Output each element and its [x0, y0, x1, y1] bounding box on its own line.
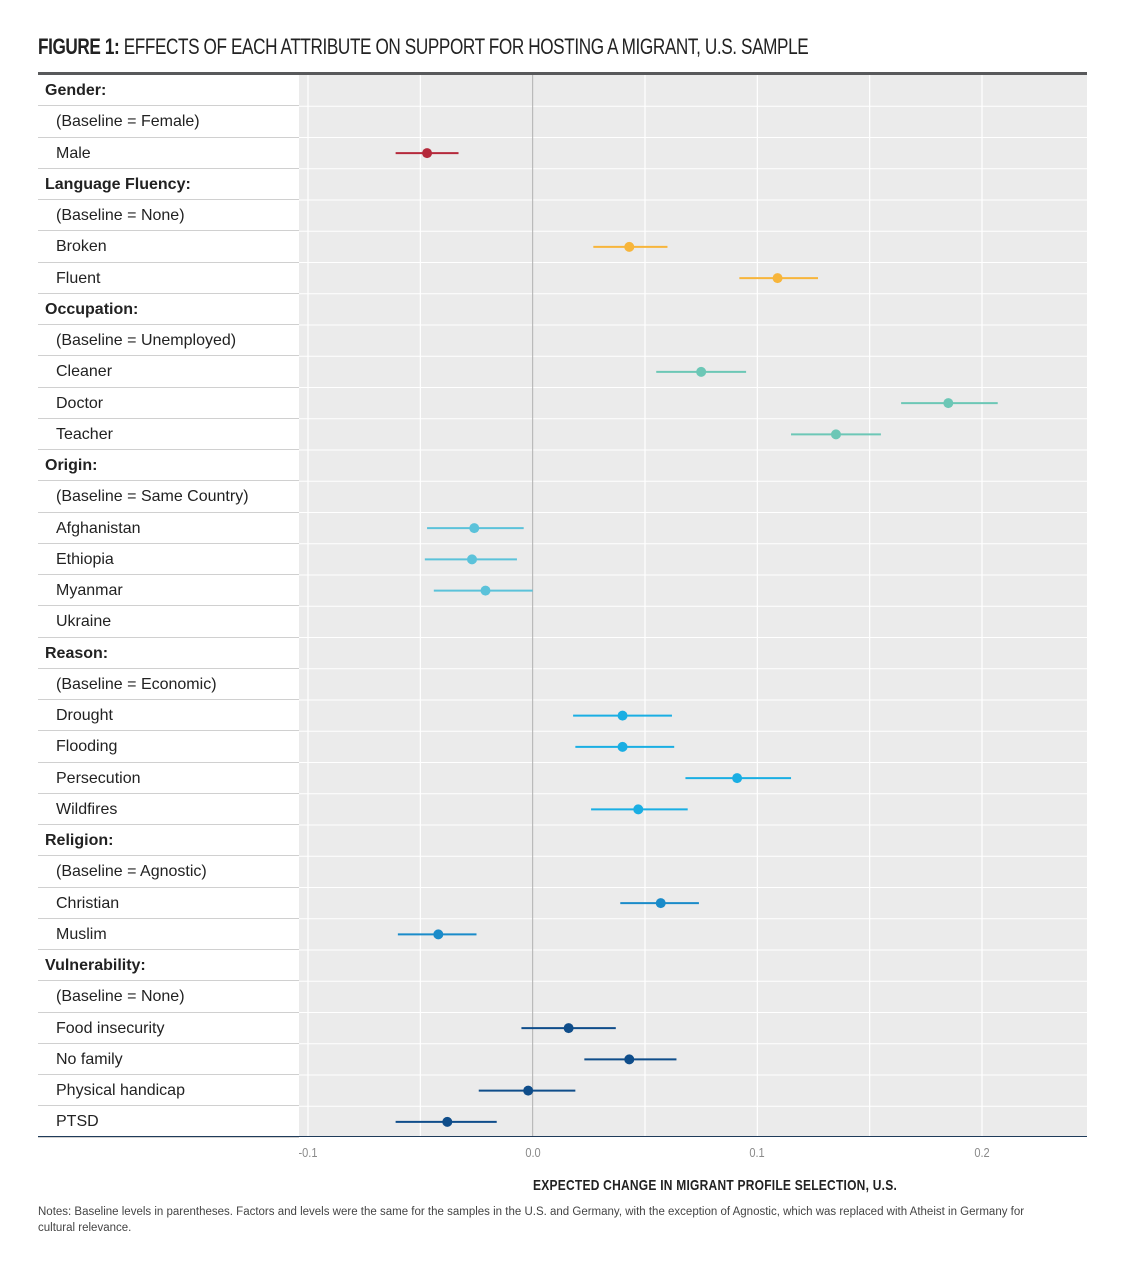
level-label: Teacher: [38, 419, 299, 450]
point-estimate: [523, 1085, 534, 1096]
level-label: Cleaner: [38, 356, 299, 388]
level-label: Ukraine: [38, 606, 299, 638]
point-estimate: [624, 1054, 635, 1065]
level-label: PTSD: [38, 1106, 299, 1138]
coefficient-plot: [299, 75, 1087, 1136]
level-label: No family: [38, 1044, 299, 1075]
point-estimate: [772, 273, 783, 284]
x-axis-line: [38, 1136, 1087, 1137]
level-label: (Baseline = None): [38, 200, 299, 232]
level-label: Physical handicap: [38, 1075, 299, 1107]
level-label: Persecution: [38, 763, 299, 794]
factor-heading: Gender:: [38, 75, 299, 107]
level-label: (Baseline = Unemployed): [38, 325, 299, 357]
level-label: (Baseline = Female): [38, 106, 299, 138]
level-label: Afghanistan: [38, 513, 299, 544]
figure-title-prefix: FIGURE 1:: [38, 34, 120, 59]
figure-title: FIGURE 1: EFFECTS OF EACH ATTRIBUTE ON S…: [38, 34, 809, 60]
point-estimate: [563, 1023, 574, 1034]
row-labels: Gender: (Baseline = Female) Male Language F…: [38, 75, 299, 1138]
point-estimate: [433, 929, 444, 940]
level-label: Broken: [38, 231, 299, 263]
level-label: Myanmar: [38, 575, 299, 607]
x-tick-labels: -0.1 0.0 0.1 0.2: [0, 1145, 1125, 1165]
point-estimate: [467, 554, 478, 565]
point-estimate: [633, 804, 644, 815]
point-estimate: [732, 773, 743, 784]
x-axis-label: EXPECTED CHANGE IN MIGRANT PROFILE SELEC…: [533, 1177, 898, 1194]
level-label: Flooding: [38, 731, 299, 763]
level-label: Doctor: [38, 388, 299, 419]
point-estimate: [480, 585, 491, 596]
notes: Notes: Baseline levels in parentheses. F…: [38, 1206, 1025, 1234]
level-label: (Baseline = Economic): [38, 669, 299, 700]
point-estimate: [655, 898, 666, 909]
point-estimate: [696, 366, 707, 377]
point-estimate: [943, 398, 954, 409]
point-estimate: [830, 429, 841, 440]
plot-background: [299, 75, 1087, 1136]
point-estimate: [422, 148, 433, 159]
factor-heading: Reason:: [38, 638, 299, 669]
x-tick-label: 0.2: [974, 1145, 990, 1160]
top-rule: [38, 72, 1087, 75]
point-estimate: [617, 741, 628, 752]
level-label: Muslim: [38, 919, 299, 950]
x-tick-label: 0.0: [524, 1145, 541, 1160]
x-tick-label: -0.1: [298, 1145, 318, 1160]
point-estimate: [469, 523, 480, 534]
level-label: Male: [38, 138, 299, 169]
level-label: (Baseline = None): [38, 981, 299, 1013]
factor-heading: Origin:: [38, 450, 299, 482]
point-estimate: [617, 710, 628, 721]
level-label: Wildfires: [38, 794, 299, 825]
point-estimate: [624, 241, 635, 252]
level-label: Fluent: [38, 263, 299, 294]
factor-heading: Language Fluency:: [38, 169, 299, 200]
point-estimate: [442, 1116, 453, 1127]
figure-title-text: EFFECTS OF EACH ATTRIBUTE ON SUPPORT FOR…: [123, 34, 809, 59]
factor-heading: Religion:: [38, 825, 299, 857]
level-label: (Baseline = Agnostic): [38, 856, 299, 888]
level-label: (Baseline = Same Country): [38, 481, 299, 513]
factor-heading: Vulnerability:: [38, 950, 299, 982]
x-tick-label: 0.1: [749, 1145, 766, 1160]
level-label: Food insecurity: [38, 1013, 299, 1044]
level-label: Christian: [38, 888, 299, 919]
factor-heading: Occupation:: [38, 294, 299, 325]
level-label: Ethiopia: [38, 544, 299, 575]
level-label: Drought: [38, 700, 299, 732]
